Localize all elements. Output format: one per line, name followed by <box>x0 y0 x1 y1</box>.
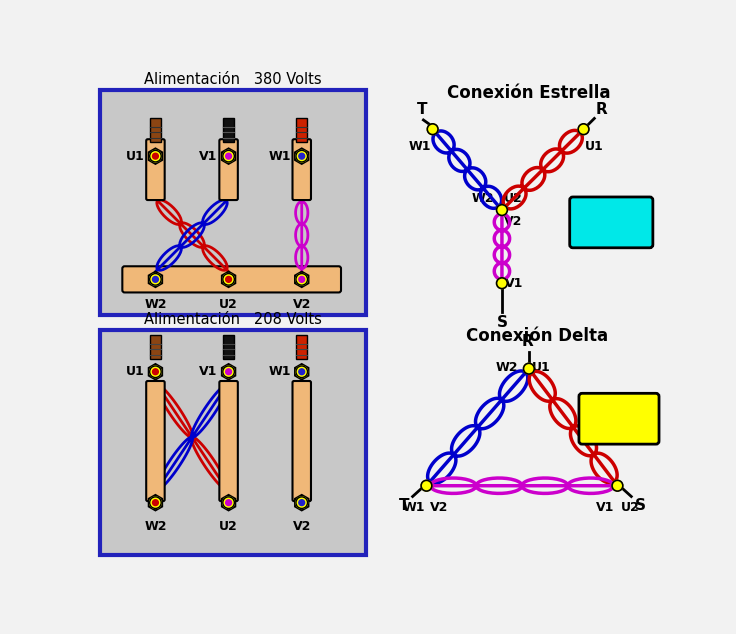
Text: W2: W2 <box>472 193 495 205</box>
FancyBboxPatch shape <box>150 118 161 142</box>
Circle shape <box>578 124 589 134</box>
FancyBboxPatch shape <box>122 266 341 292</box>
Circle shape <box>152 369 158 375</box>
Polygon shape <box>295 364 308 380</box>
Circle shape <box>612 481 623 491</box>
Polygon shape <box>295 495 308 510</box>
Circle shape <box>223 366 234 377</box>
Circle shape <box>296 150 308 162</box>
Polygon shape <box>295 148 308 164</box>
Circle shape <box>299 500 305 505</box>
FancyBboxPatch shape <box>100 90 366 314</box>
Text: U1: U1 <box>126 365 145 378</box>
Circle shape <box>149 274 161 285</box>
Text: T: T <box>399 498 409 513</box>
Circle shape <box>226 276 232 282</box>
FancyBboxPatch shape <box>146 139 165 200</box>
Text: V1: V1 <box>505 276 523 290</box>
Text: U1: U1 <box>585 140 604 153</box>
Polygon shape <box>222 148 236 164</box>
Polygon shape <box>222 271 236 287</box>
Polygon shape <box>222 495 236 510</box>
FancyBboxPatch shape <box>219 381 238 501</box>
Text: U1: U1 <box>126 150 145 163</box>
Text: U1: U1 <box>532 361 551 373</box>
Text: U2: U2 <box>219 520 238 533</box>
Text: Bajo
Voltaje: Bajo Voltaje <box>589 403 649 435</box>
FancyBboxPatch shape <box>223 118 234 142</box>
Circle shape <box>226 153 232 159</box>
Polygon shape <box>149 271 162 287</box>
Circle shape <box>223 274 234 285</box>
Circle shape <box>497 205 507 216</box>
Circle shape <box>149 366 161 377</box>
Text: S: S <box>634 498 645 513</box>
Circle shape <box>299 153 305 159</box>
Text: S: S <box>497 314 507 330</box>
Circle shape <box>152 276 158 282</box>
Circle shape <box>152 500 158 505</box>
Circle shape <box>428 124 438 134</box>
Text: W2: W2 <box>144 298 166 311</box>
Polygon shape <box>295 271 308 287</box>
Text: W1: W1 <box>269 150 291 163</box>
Text: V2: V2 <box>292 298 311 311</box>
Circle shape <box>299 276 305 282</box>
Circle shape <box>497 278 507 288</box>
FancyBboxPatch shape <box>579 393 659 444</box>
Text: W2: W2 <box>144 520 166 533</box>
Text: W1: W1 <box>269 365 291 378</box>
FancyBboxPatch shape <box>292 139 311 200</box>
Circle shape <box>296 274 308 285</box>
Polygon shape <box>149 495 162 510</box>
FancyBboxPatch shape <box>297 118 307 142</box>
Text: Alimentación   208 Volts: Alimentación 208 Volts <box>144 312 322 327</box>
FancyBboxPatch shape <box>150 335 161 359</box>
FancyBboxPatch shape <box>292 381 311 501</box>
Circle shape <box>223 150 234 162</box>
Circle shape <box>299 369 305 375</box>
Circle shape <box>296 497 308 508</box>
Circle shape <box>149 497 161 508</box>
Text: R: R <box>596 102 608 117</box>
Text: V2: V2 <box>503 215 522 228</box>
Circle shape <box>296 366 308 377</box>
Circle shape <box>226 500 232 505</box>
Text: V1: V1 <box>199 150 218 163</box>
Text: Conexión Estrella: Conexión Estrella <box>447 84 611 102</box>
Text: V2: V2 <box>292 520 311 533</box>
Text: U2: U2 <box>503 193 523 205</box>
Text: W1: W1 <box>403 501 425 514</box>
Text: Alto
Voltaje: Alto Voltaje <box>581 206 641 238</box>
Text: Conexión Delta: Conexión Delta <box>466 327 608 345</box>
Polygon shape <box>222 364 236 380</box>
Text: T: T <box>417 102 427 117</box>
FancyBboxPatch shape <box>570 197 653 248</box>
Text: V2: V2 <box>430 501 448 514</box>
Text: U2: U2 <box>620 501 640 514</box>
Text: V1: V1 <box>596 501 615 514</box>
Circle shape <box>523 363 534 374</box>
Text: W1: W1 <box>408 140 431 153</box>
Text: R: R <box>522 333 533 349</box>
Text: V1: V1 <box>199 365 218 378</box>
FancyBboxPatch shape <box>297 335 307 359</box>
Text: W2: W2 <box>495 361 518 373</box>
FancyBboxPatch shape <box>219 139 238 200</box>
Text: U2: U2 <box>219 298 238 311</box>
FancyBboxPatch shape <box>223 335 234 359</box>
Polygon shape <box>149 148 162 164</box>
Polygon shape <box>149 364 162 380</box>
Circle shape <box>149 150 161 162</box>
Circle shape <box>226 369 232 375</box>
Text: Alimentación   380 Volts: Alimentación 380 Volts <box>144 72 322 87</box>
Circle shape <box>223 497 234 508</box>
Circle shape <box>421 481 432 491</box>
FancyBboxPatch shape <box>146 381 165 501</box>
FancyBboxPatch shape <box>100 330 366 555</box>
Circle shape <box>152 153 158 159</box>
